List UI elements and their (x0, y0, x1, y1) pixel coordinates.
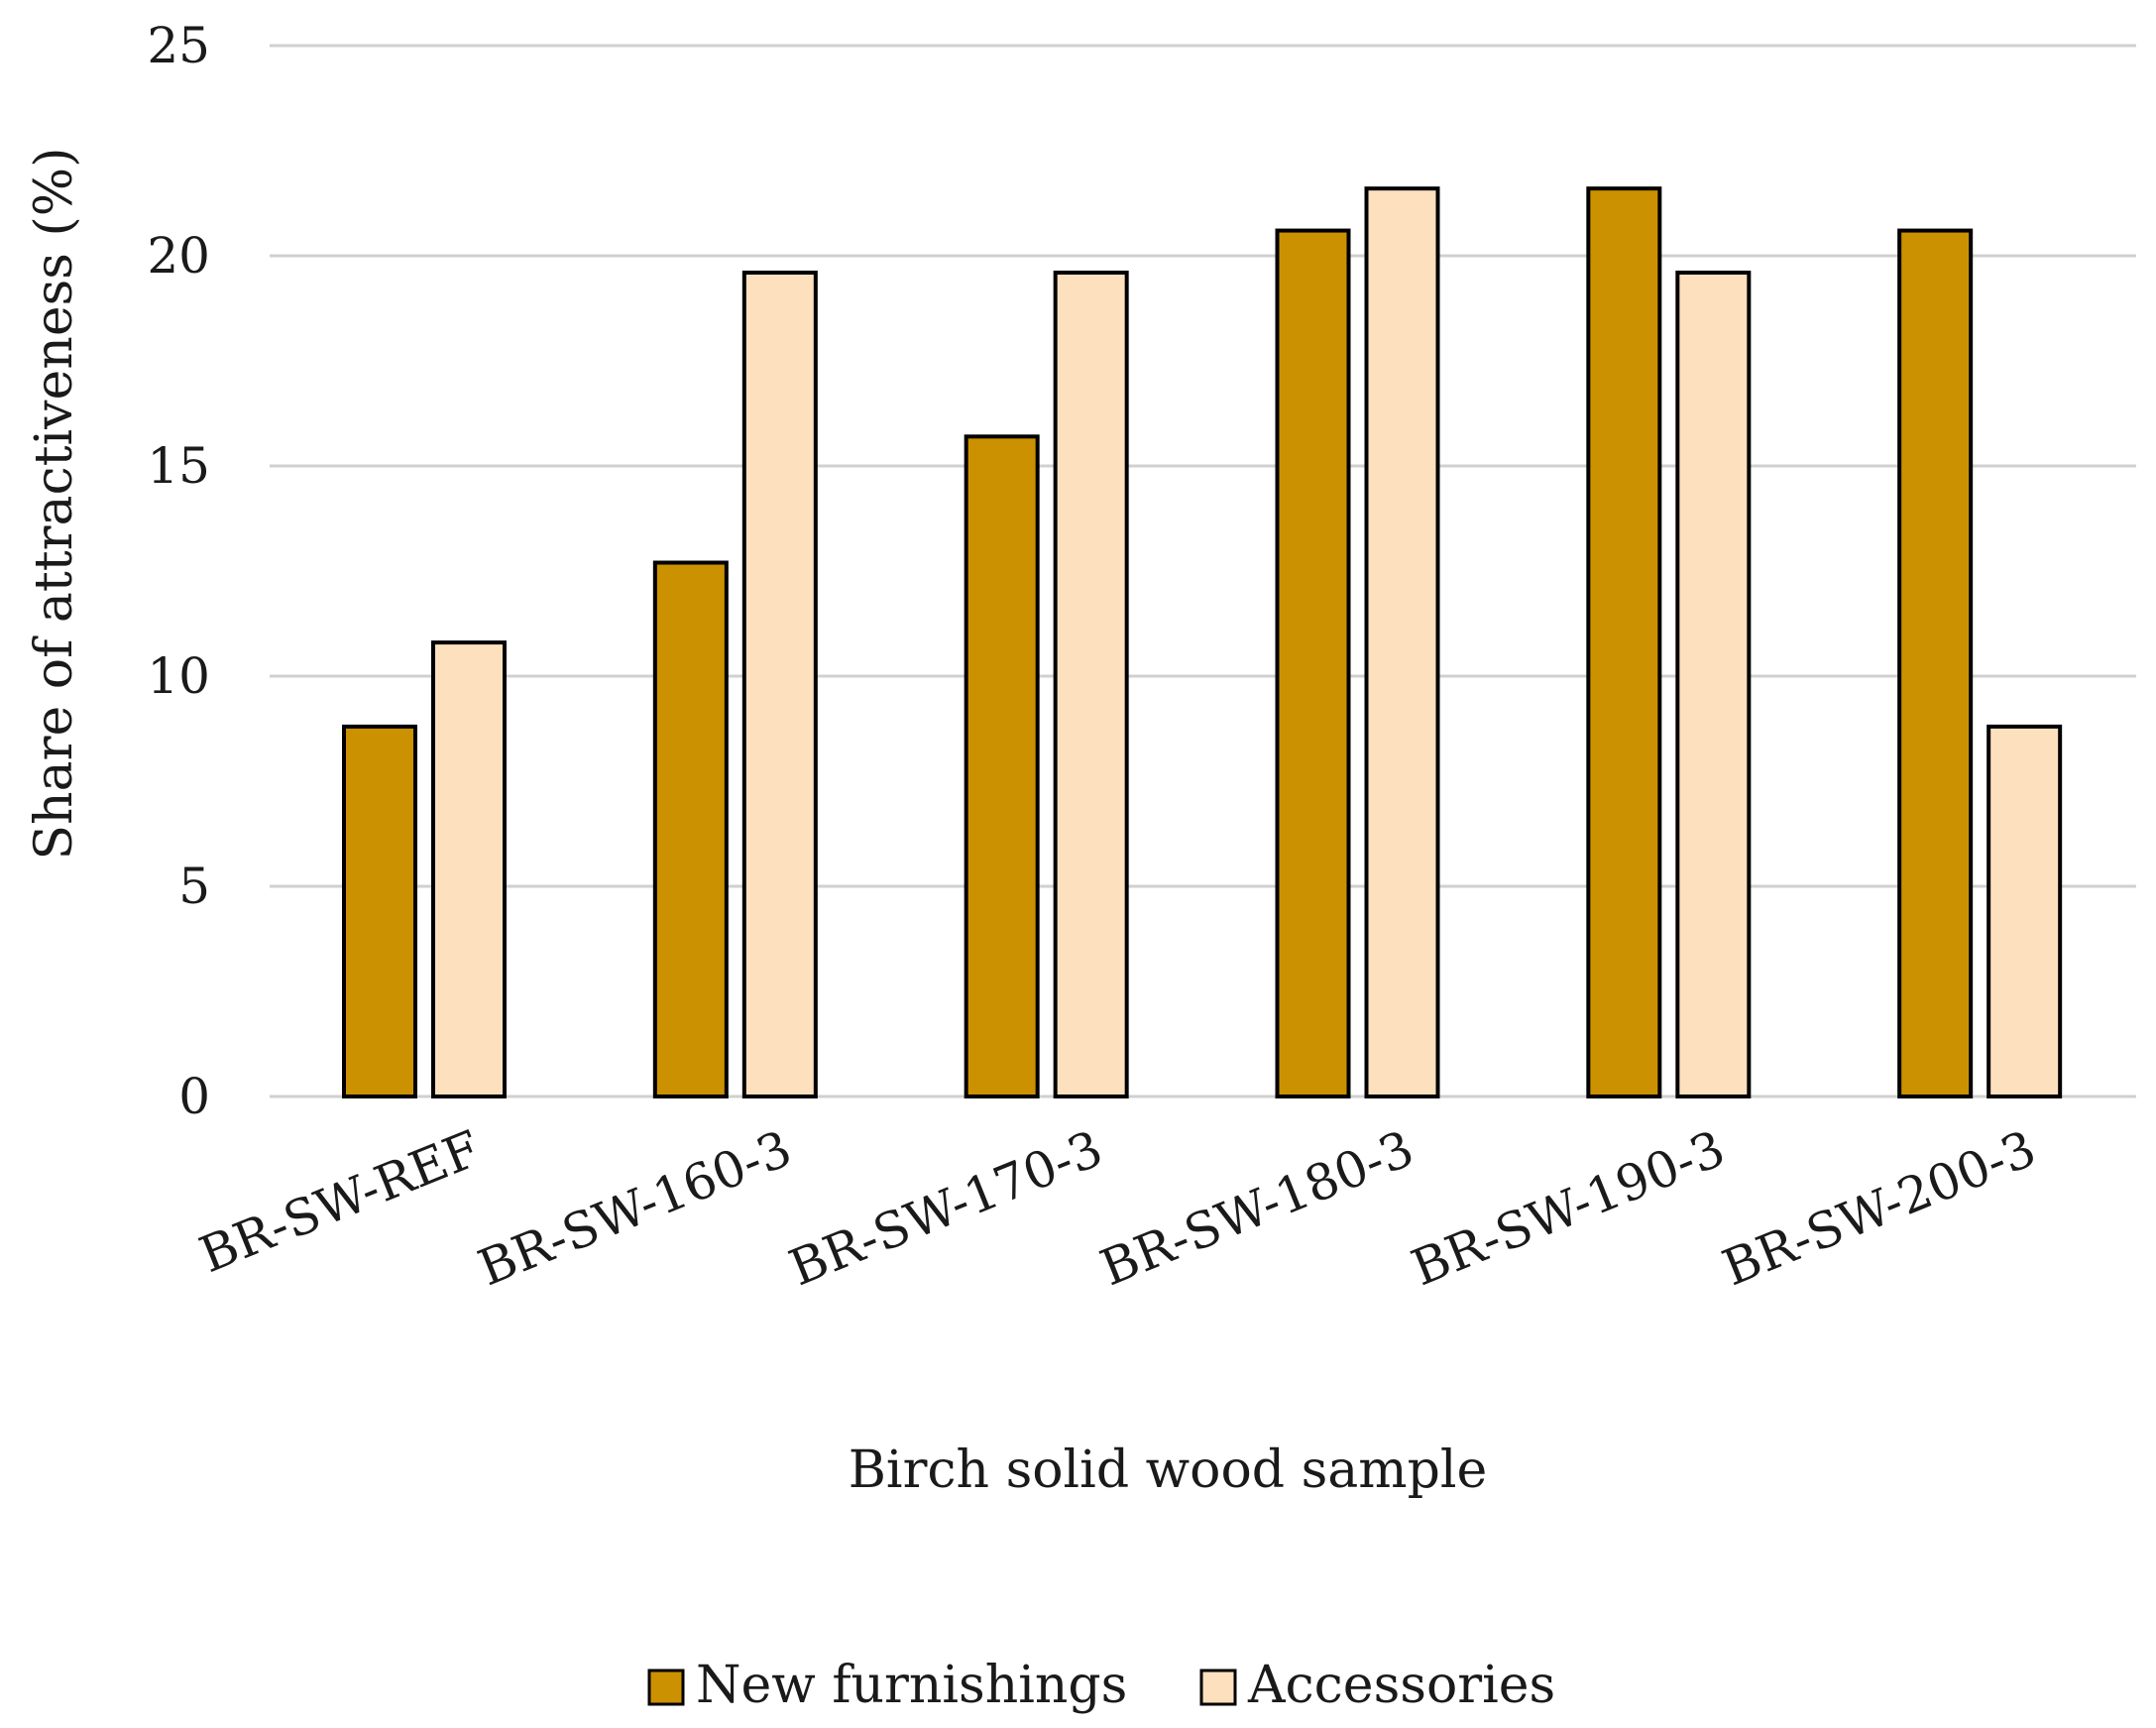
bar-accessories-br-sw-160-3 (741, 270, 818, 1098)
y-tick-label: 0 (178, 1068, 210, 1125)
y-tick-label: 15 (147, 437, 210, 495)
y-tick-label: 5 (178, 858, 210, 915)
bar-accessories-br-sw-ref (431, 640, 507, 1099)
x-tick-label: BR-SW-170-3 (781, 1119, 1110, 1297)
x-tick-label: BR-SW-180-3 (1092, 1119, 1421, 1297)
y-tick-label: 20 (147, 227, 210, 285)
x-tick-label: BR-SW-200-3 (1715, 1119, 2044, 1297)
y-tick-label: 25 (147, 17, 210, 74)
legend-label-new-furnishings: New furnishings (696, 1656, 1127, 1715)
y-axis-title: Share of attractiveness (%) (25, 148, 84, 861)
bars (342, 186, 2063, 1099)
gridlines (270, 44, 2136, 1098)
x-tick-label: BR-SW-REF (192, 1119, 489, 1284)
legend-swatch-accessories (1199, 1669, 1237, 1706)
legend-swatch-new-furnishings (647, 1669, 685, 1706)
x-axis-title: Birch solid wood sample (849, 1440, 1488, 1500)
bar-new-furnishings-br-sw-170-3 (964, 434, 1040, 1098)
y-tick-label: 10 (147, 647, 210, 705)
bar-new-furnishings-br-sw-200-3 (1897, 228, 1974, 1098)
bar-accessories-br-sw-170-3 (1053, 270, 1129, 1098)
bar-new-furnishings-br-sw-160-3 (652, 560, 729, 1098)
x-tick-label: BR-SW-160-3 (471, 1119, 800, 1297)
bar-new-furnishings-br-sw-ref (342, 724, 417, 1098)
bar-accessories-br-sw-180-3 (1364, 186, 1440, 1099)
bar-accessories-br-sw-190-3 (1675, 270, 1752, 1098)
bar-new-furnishings-br-sw-180-3 (1275, 228, 1351, 1098)
x-tick-label: BR-SW-190-3 (1404, 1119, 1733, 1297)
legend: New furnishings Accessories (647, 1656, 1555, 1715)
bar-accessories-br-sw-200-3 (1986, 724, 2063, 1098)
y-axis-ticks: 0 5 10 15 20 25 (147, 17, 210, 1125)
legend-label-accessories: Accessories (1247, 1656, 1555, 1715)
bar-new-furnishings-br-sw-190-3 (1586, 186, 1662, 1099)
x-axis-ticks: BR-SW-REFBR-SW-160-3BR-SW-170-3BR-SW-180… (192, 1119, 2044, 1297)
